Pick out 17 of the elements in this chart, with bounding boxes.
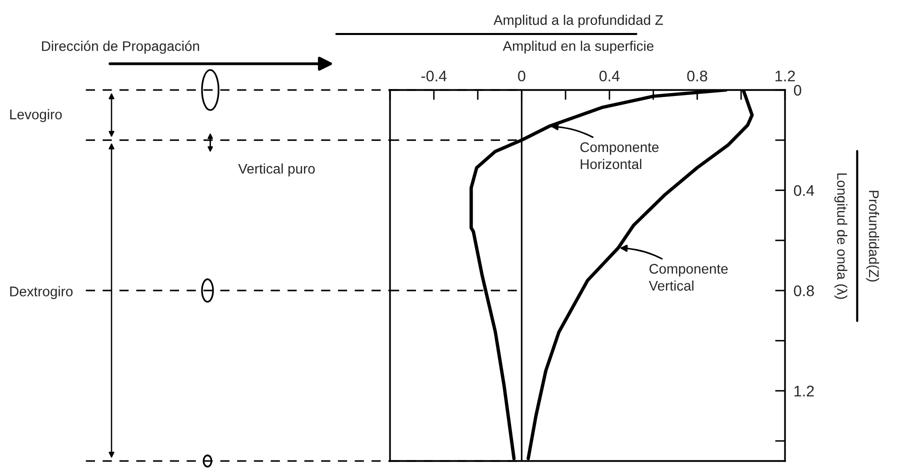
text: Levogiro <box>10 109 62 122</box>
annotation: Componente Horizontal <box>580 142 659 170</box>
x-tick-label: 1.2 <box>776 70 795 82</box>
y-tick-label: 0.4 <box>794 185 814 196</box>
x-tick-label: 0 <box>518 70 526 82</box>
x-tick-label: 0.8 <box>687 70 708 82</box>
text: Dirección de Propagación <box>42 40 200 54</box>
x-tick-label: -0.4 <box>421 70 447 82</box>
annotation: Componente Vertical <box>648 264 728 291</box>
text: Profundidad(Z) Longitud de onda (λ) <box>834 173 880 299</box>
y-tick-label: 1.2 <box>794 386 814 396</box>
text: Vertical puro <box>238 163 315 176</box>
text: Dextrogiro <box>10 286 73 300</box>
y-tick-label: 0.8 <box>794 285 814 296</box>
x-axis-title: Amplitud a la profundidad Z Amplitud en la superficie <box>494 14 663 54</box>
x-tick-label: 0.4 <box>599 70 620 82</box>
y-tick-label: 0 <box>794 84 802 96</box>
